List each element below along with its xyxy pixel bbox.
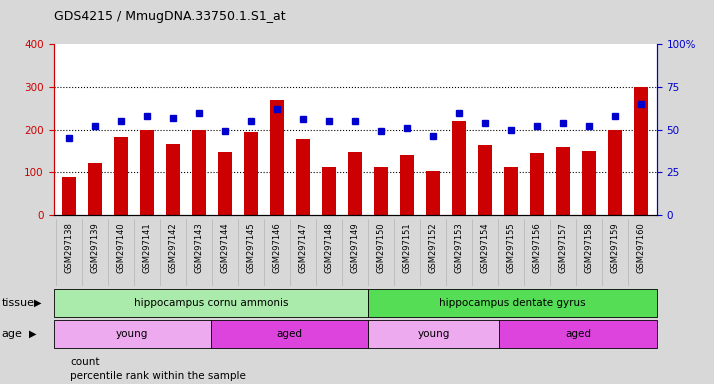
- Bar: [582, 151, 596, 215]
- Text: GSM297150: GSM297150: [377, 222, 386, 273]
- Bar: [322, 167, 336, 215]
- Text: GSM297147: GSM297147: [298, 222, 308, 273]
- Bar: [368, 289, 657, 317]
- Text: GDS4215 / MmugDNA.33750.1.S1_at: GDS4215 / MmugDNA.33750.1.S1_at: [54, 10, 285, 23]
- Text: count: count: [70, 357, 99, 367]
- Bar: [244, 132, 258, 215]
- Bar: [368, 320, 500, 348]
- Text: GSM297141: GSM297141: [143, 222, 151, 273]
- Bar: [54, 289, 368, 317]
- Bar: [374, 167, 388, 215]
- Text: GSM297144: GSM297144: [221, 222, 230, 273]
- Bar: [114, 137, 129, 215]
- Bar: [62, 177, 76, 215]
- Text: GSM297138: GSM297138: [65, 222, 74, 273]
- Text: ▶: ▶: [29, 329, 36, 339]
- Bar: [478, 146, 493, 215]
- Bar: [296, 139, 311, 215]
- Text: GSM297158: GSM297158: [585, 222, 594, 273]
- Text: GSM297143: GSM297143: [195, 222, 203, 273]
- Text: GSM297160: GSM297160: [637, 222, 645, 273]
- Text: age: age: [1, 329, 22, 339]
- Text: GSM297155: GSM297155: [507, 222, 516, 273]
- Bar: [634, 87, 648, 215]
- Text: aged: aged: [565, 329, 591, 339]
- Text: GSM297157: GSM297157: [559, 222, 568, 273]
- Text: GSM297140: GSM297140: [116, 222, 126, 273]
- Bar: [270, 100, 284, 215]
- Bar: [348, 152, 363, 215]
- Text: aged: aged: [276, 329, 303, 339]
- Text: GSM297154: GSM297154: [481, 222, 490, 273]
- Text: GSM297148: GSM297148: [325, 222, 333, 273]
- Bar: [504, 167, 518, 215]
- Text: GSM297149: GSM297149: [351, 222, 360, 273]
- Bar: [140, 129, 154, 215]
- Bar: [218, 152, 232, 215]
- Text: tissue: tissue: [1, 298, 34, 308]
- Text: young: young: [116, 329, 149, 339]
- Bar: [556, 147, 570, 215]
- Text: GSM297142: GSM297142: [169, 222, 178, 273]
- Bar: [608, 129, 623, 215]
- Bar: [426, 171, 441, 215]
- Bar: [211, 320, 368, 348]
- Text: GSM297153: GSM297153: [455, 222, 463, 273]
- Text: GSM297151: GSM297151: [403, 222, 412, 273]
- Text: GSM297139: GSM297139: [91, 222, 100, 273]
- Text: percentile rank within the sample: percentile rank within the sample: [70, 371, 246, 381]
- Bar: [192, 129, 206, 215]
- Text: hippocampus dentate gyrus: hippocampus dentate gyrus: [439, 298, 586, 308]
- Text: GSM297156: GSM297156: [533, 222, 542, 273]
- Bar: [88, 163, 102, 215]
- Bar: [530, 153, 544, 215]
- Text: young: young: [418, 329, 450, 339]
- Bar: [54, 320, 211, 348]
- Bar: [452, 121, 466, 215]
- Bar: [166, 144, 181, 215]
- Text: GSM297145: GSM297145: [247, 222, 256, 273]
- Text: GSM297146: GSM297146: [273, 222, 282, 273]
- Bar: [400, 155, 414, 215]
- Text: hippocampus cornu ammonis: hippocampus cornu ammonis: [134, 298, 288, 308]
- Text: GSM297152: GSM297152: [428, 222, 438, 273]
- Bar: [500, 320, 657, 348]
- Text: GSM297159: GSM297159: [610, 222, 620, 273]
- Text: ▶: ▶: [34, 298, 42, 308]
